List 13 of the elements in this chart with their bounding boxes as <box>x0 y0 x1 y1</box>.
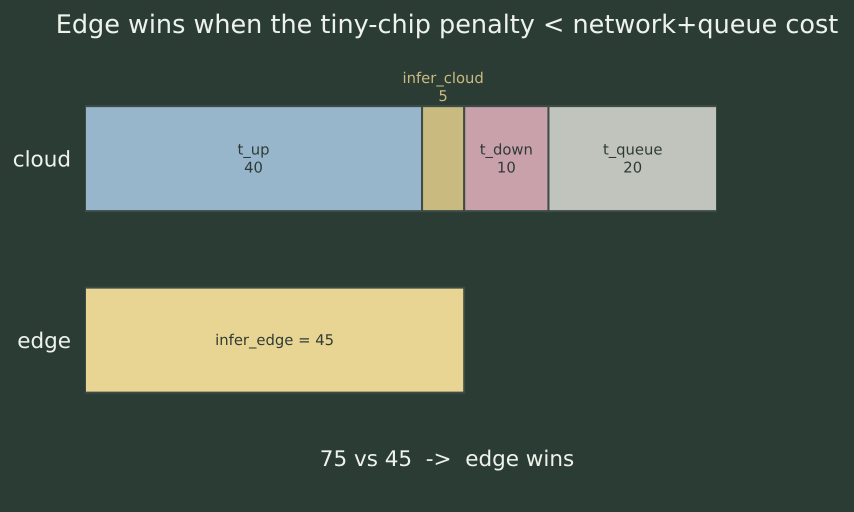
y-tick-label: cloud <box>12 147 71 172</box>
data-label: 10 <box>496 159 516 176</box>
series-label: t_down <box>480 141 533 158</box>
series-label: t_queue <box>602 141 663 158</box>
data-label: infer_edge = 45 <box>215 332 334 349</box>
y-tick-label: edge <box>17 328 71 354</box>
series-label: t_up <box>238 141 270 158</box>
data-label: 20 <box>623 159 642 176</box>
data-label: 40 <box>244 159 263 176</box>
chart-title: Edge wins when the tiny-chip penalty < network+queue cost <box>54 10 840 41</box>
series-label: infer_cloud <box>402 70 484 87</box>
data-label: 5 <box>438 88 448 105</box>
text: 75 vs 45 -> edge wins <box>318 447 576 473</box>
